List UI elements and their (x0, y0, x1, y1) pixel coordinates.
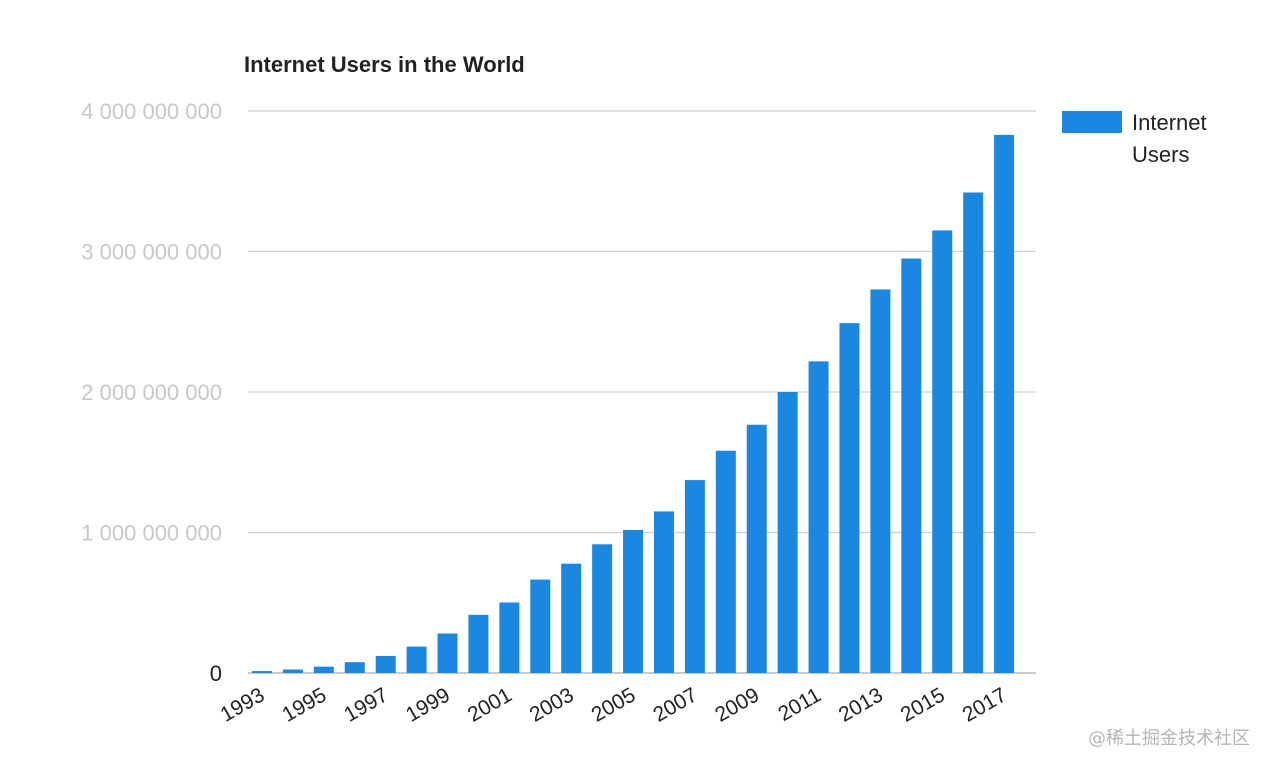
legend-swatch (1062, 111, 1122, 133)
bar-2014 (901, 258, 922, 673)
y-tick-label: 2 000 000 000 (81, 380, 222, 405)
bar-2002 (530, 579, 551, 673)
bar-2016 (963, 192, 984, 674)
bar-2004 (592, 544, 613, 673)
x-tick-label: 2005 (588, 683, 640, 726)
x-tick-label: 1993 (217, 683, 269, 726)
bar-1998 (406, 646, 427, 673)
bar-2011 (808, 361, 829, 673)
chart-title: Internet Users in the World (244, 52, 525, 77)
legend-label: Internet Users (1132, 110, 1207, 167)
x-tick-label: 1997 (340, 683, 392, 726)
bar-1999 (437, 633, 458, 673)
bar-2015 (932, 230, 953, 673)
y-tick-label: 1 000 000 000 (81, 521, 222, 546)
bar-2010 (777, 392, 798, 673)
x-tick-label: 2001 (464, 683, 516, 726)
x-tick-label: 2011 (774, 683, 825, 726)
x-tick-label: 2017 (959, 683, 1011, 726)
bar-2008 (715, 450, 736, 673)
bar-2006 (653, 511, 674, 673)
bar-1995 (313, 666, 334, 673)
y-axis-ticks: 0 1 000 000 000 2 000 000 000 3 000 000 000… (81, 99, 222, 686)
bars (252, 134, 1015, 674)
x-tick-label: 1999 (402, 683, 454, 726)
bar-2000 (468, 614, 489, 673)
y-tick-label: 0 (210, 661, 222, 686)
x-tick-label: 1995 (278, 683, 330, 726)
bar-2001 (499, 602, 520, 673)
watermark-text: @稀土掘金技术社区 (1088, 728, 1250, 749)
bar-2013 (870, 289, 891, 673)
bar-2007 (684, 480, 705, 673)
x-tick-label: 2015 (897, 683, 949, 726)
x-tick-label: 2013 (835, 683, 887, 726)
bar-2017 (994, 134, 1015, 673)
x-tick-label: 2007 (649, 683, 701, 726)
bar-1996 (344, 662, 365, 673)
bar-1993 (252, 671, 272, 673)
legend: Internet Users (1062, 110, 1207, 167)
bar-1997 (375, 656, 396, 673)
bar-2012 (839, 323, 860, 673)
x-axis-ticks: 1993 1995 1997 1999 2001 2003 2005 2007 2009 2011… (217, 683, 1011, 726)
y-tick-label: 4 000 000 000 (81, 99, 222, 124)
x-tick-label: 2003 (526, 683, 578, 726)
y-tick-label: 3 000 000 000 (81, 240, 222, 265)
bar-2009 (746, 424, 767, 673)
x-tick-label: 2009 (711, 683, 763, 726)
bar-2005 (623, 529, 644, 673)
bar-2003 (561, 563, 582, 673)
bar-1994 (282, 669, 303, 673)
